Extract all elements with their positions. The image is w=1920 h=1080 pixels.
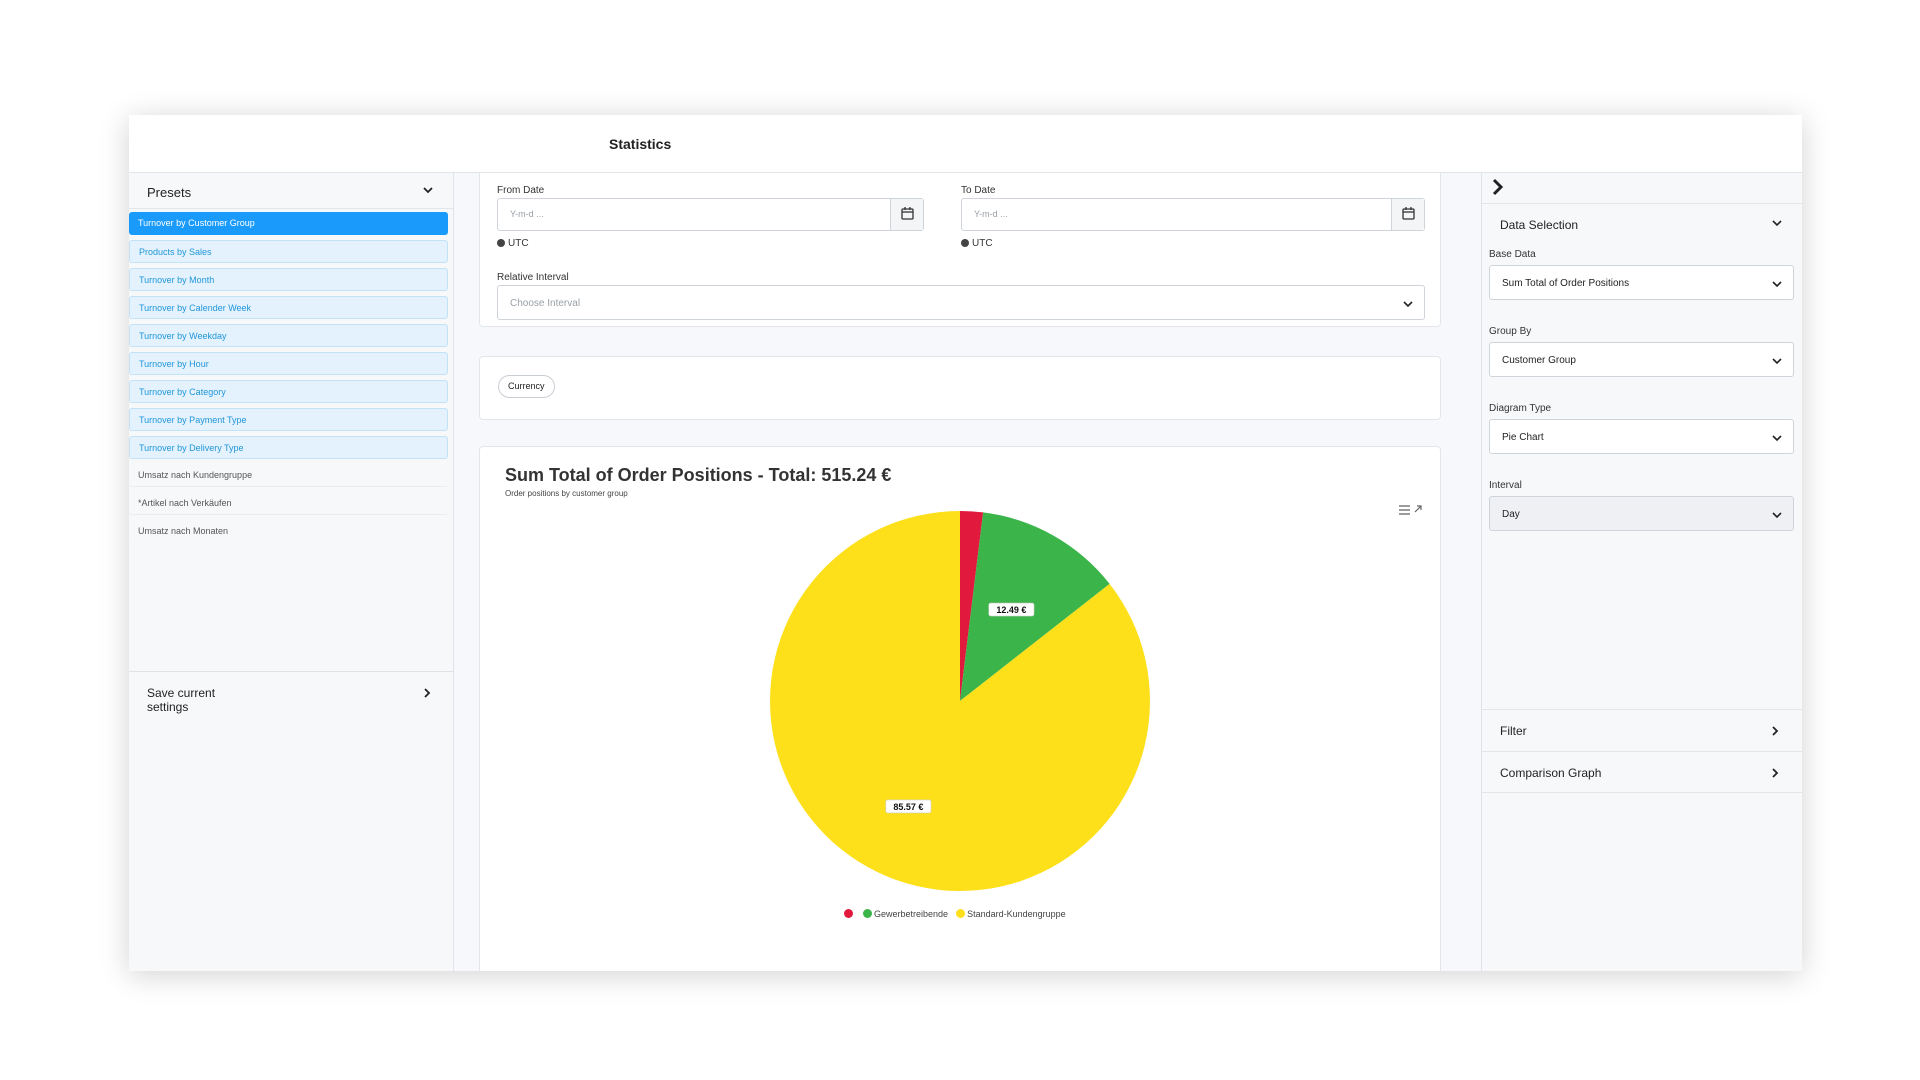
comparison-graph-section[interactable]: Comparison Graph [1482,751,1802,793]
to-date-tz-label: UTC [972,238,993,249]
from-date-calendar-button[interactable] [890,199,923,230]
legend-label: Gewerbetreibende [874,909,949,919]
preset-list: Turnover by Customer Group Products by Sa… [129,212,454,542]
top-bar: Statistics [129,115,1802,173]
pie-slice[interactable] [960,512,1110,701]
interval-label: Interval [1489,480,1522,491]
pie-slice[interactable] [770,511,1150,891]
pie-data-label: 85.57 € [885,799,932,814]
svg-text:12.49 €: 12.49 € [996,605,1026,615]
globe-icon [961,239,969,247]
save-settings-button[interactable]: Save current settings [147,686,216,714]
legend-swatch [844,909,853,918]
filter-label: Filter [1500,724,1527,738]
date-filter-card: From Date Y-m-d ... UTC To Date Y-m-d ..… [479,173,1441,327]
globe-icon [497,239,505,247]
legend-item[interactable] [844,909,855,919]
pie-data-label: 12.49 € [988,602,1035,617]
group-by-select[interactable]: Customer Group [1489,342,1794,377]
data-selection-header[interactable]: Data Selection [1482,203,1802,239]
preset-item[interactable]: Umsatz nach Kundengruppe [129,464,448,487]
currency-chip[interactable]: Currency [498,375,555,398]
preset-item[interactable]: Turnover by Month [129,268,448,291]
chevron-down-icon [423,187,433,194]
preset-item[interactable]: Turnover by Customer Group [129,212,448,235]
presets-header[interactable]: Presets [129,173,454,209]
chevron-right-icon [1772,726,1779,736]
relative-interval-label: Relative Interval [497,272,569,283]
chevron-down-icon [1772,435,1782,442]
legend-swatch [863,909,872,918]
from-date-input[interactable]: Y-m-d ... [497,198,924,231]
chart-title: Sum Total of Order Positions - Total: 51… [505,465,892,485]
legend-item[interactable]: Standard-Kundengruppe [956,909,1066,919]
relative-interval-placeholder: Choose Interval [510,298,581,309]
to-date-label: To Date [961,185,996,196]
settings-panel: Data Selection Base Data Sum Total of Or… [1481,173,1802,971]
page-title: Statistics [609,136,672,152]
filter-section[interactable]: Filter [1482,709,1802,751]
pie-chart: 12.49 € 85.57 € [770,511,1150,891]
chart-legend: Gewerbetreibende Standard-Kundengruppe [844,909,1074,919]
data-selection-title: Data Selection [1500,218,1579,232]
collapse-panel-icon[interactable] [1490,178,1506,196]
to-date-calendar-button[interactable] [1391,199,1424,230]
chart-export-menu-icon[interactable] [1398,503,1424,517]
calendar-icon [1402,207,1415,220]
diagram-type-select[interactable]: Pie Chart [1489,419,1794,454]
base-data-value: Sum Total of Order Positions [1502,278,1630,289]
chart-card: Sum Total of Order Positions - Total: 51… [479,446,1441,971]
from-date-timezone: UTC [497,238,529,249]
base-data-label: Base Data [1489,249,1536,260]
from-date-tz-label: UTC [508,238,529,249]
preset-item[interactable]: Turnover by Delivery Type [129,436,448,459]
chevron-down-icon [1772,220,1782,227]
from-date-label: From Date [497,185,545,196]
statistics-window: Statistics Presets Turnover by Customer … [129,115,1802,971]
group-by-label: Group By [1489,326,1532,337]
preset-item[interactable]: *Artikel nach Verkäufen [129,492,448,515]
presets-header-label: Presets [147,185,192,200]
group-by-value: Customer Group [1502,355,1576,366]
preset-item[interactable]: Turnover by Payment Type [129,408,448,431]
chart-subtitle: Order positions by customer group [505,489,628,498]
chevron-right-icon [1772,768,1779,778]
currency-card: Currency [479,356,1441,420]
base-data-select[interactable]: Sum Total of Order Positions [1489,265,1794,300]
divider [129,671,454,672]
presets-sidebar: Presets Turnover by Customer Group Produc… [129,173,454,971]
chevron-down-icon [1403,301,1413,308]
chevron-right-icon[interactable] [421,687,433,699]
preset-item[interactable]: Umsatz nach Monaten [129,520,448,542]
chevron-down-icon [1772,512,1782,519]
to-date-timezone: UTC [961,238,993,249]
preset-item[interactable]: Turnover by Weekday [129,324,448,347]
preset-item[interactable]: Products by Sales [129,240,448,263]
to-date-placeholder: Y-m-d ... [974,209,1008,219]
chevron-down-icon [1772,358,1782,365]
interval-value: Day [1502,509,1520,520]
legend-item[interactable]: Gewerbetreibende [863,909,948,919]
calendar-icon [901,207,914,220]
comparison-graph-label: Comparison Graph [1500,766,1602,780]
main-content: From Date Y-m-d ... UTC To Date Y-m-d ..… [454,173,1478,971]
chevron-down-icon [1772,281,1782,288]
interval-select[interactable]: Day [1489,496,1794,531]
preset-item[interactable]: Turnover by Calender Week [129,296,448,319]
diagram-type-value: Pie Chart [1502,432,1544,443]
relative-interval-select[interactable]: Choose Interval [497,285,1425,320]
preset-item[interactable]: Turnover by Category [129,380,448,403]
preset-item[interactable]: Turnover by Hour [129,352,448,375]
diagram-type-label: Diagram Type [1489,403,1552,414]
legend-swatch [956,909,966,918]
svg-text:85.57 €: 85.57 € [893,802,923,812]
from-date-placeholder: Y-m-d ... [510,209,544,219]
pie-slice[interactable] [960,511,984,701]
legend-label: Standard-Kundengruppe [967,909,1066,919]
to-date-input[interactable]: Y-m-d ... [961,198,1425,231]
